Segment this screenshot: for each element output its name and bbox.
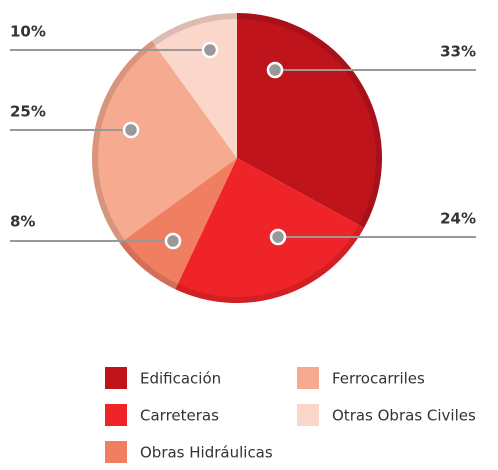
- legend-swatch: [297, 367, 319, 389]
- slice-rim: [236, 13, 382, 228]
- data-label: 33%: [440, 43, 476, 61]
- slice-rim: [119, 239, 178, 290]
- legend-label: Ferrocarriles: [332, 370, 425, 388]
- leader-dot: [269, 228, 287, 246]
- data-label: 8%: [10, 213, 35, 231]
- slice-rim: [92, 40, 156, 244]
- legend-swatch: [105, 441, 127, 463]
- pie-slice: [175, 158, 365, 304]
- legend-label: Carreteras: [140, 407, 219, 425]
- leader-dot: [201, 41, 219, 59]
- legend-swatch: [105, 404, 127, 426]
- leader-dot: [266, 61, 284, 79]
- data-label: 25%: [10, 103, 46, 121]
- pie-slice: [92, 40, 238, 244]
- legend-swatch: [105, 367, 127, 389]
- leader-dot: [122, 121, 140, 139]
- legend-label: Obras Hidráulicas: [140, 444, 273, 462]
- data-label: 24%: [440, 210, 476, 228]
- data-label: 10%: [10, 23, 46, 41]
- pie-slice: [119, 158, 237, 290]
- legend-label: Otras Obras Civiles: [332, 407, 476, 425]
- legend-label: Edificación: [140, 370, 221, 388]
- legend-swatch: [297, 404, 319, 426]
- slice-rim: [175, 224, 365, 303]
- slice-rim: [151, 13, 238, 46]
- leader-dot: [164, 232, 182, 250]
